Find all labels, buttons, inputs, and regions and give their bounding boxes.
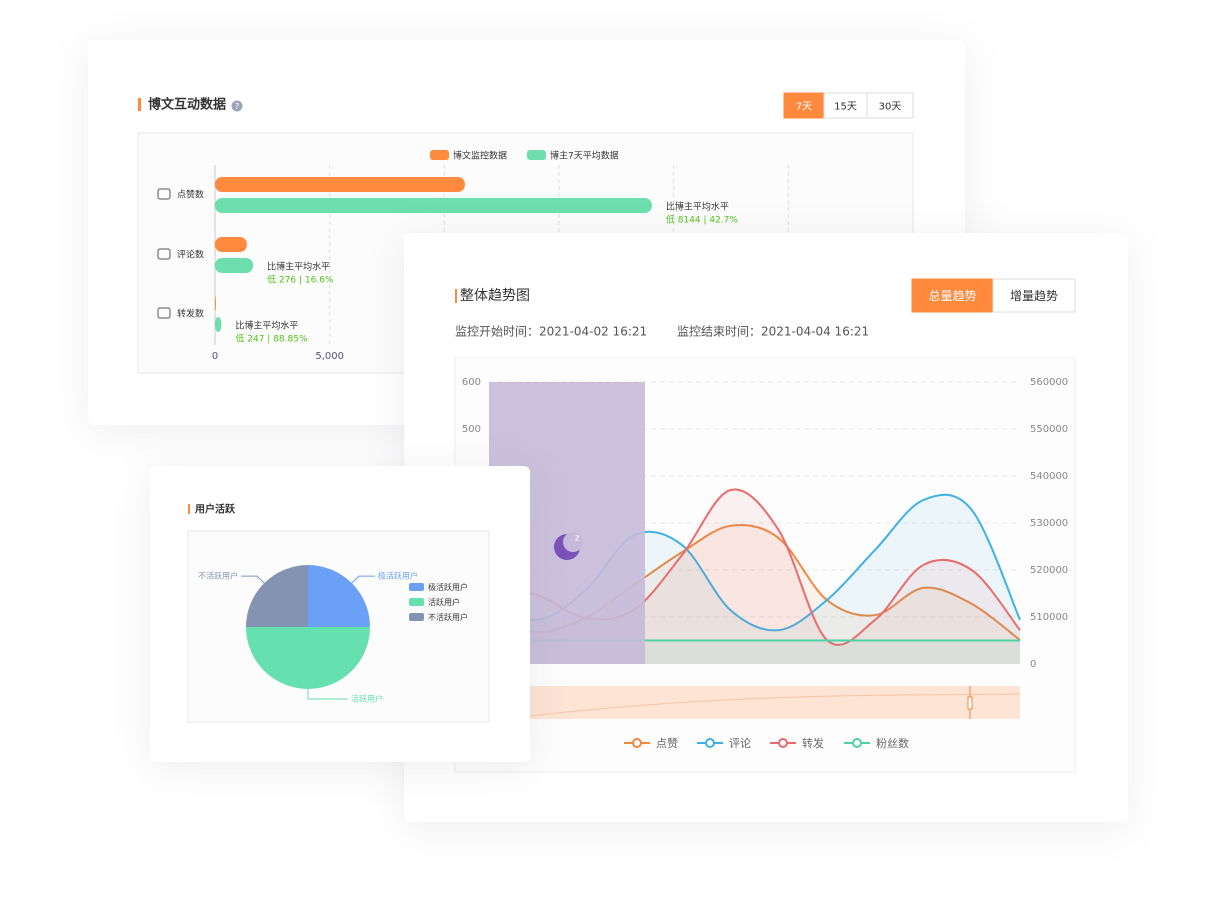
tab[interactable] — [866, 92, 914, 119]
tab[interactable] — [783, 92, 825, 119]
callout-line — [351, 575, 375, 584]
y-tick-label: 600 — [462, 377, 481, 388]
category-label: 评论数 — [177, 249, 204, 261]
annotation-label: 比博主平均水平 — [267, 261, 330, 273]
legend-label[interactable]: 转发 — [802, 736, 824, 750]
title-marker — [188, 504, 190, 514]
category-icon — [157, 188, 171, 200]
tab-label[interactable]: 增量趋势 — [1010, 289, 1058, 303]
tab-label[interactable]: 总量趋势 — [928, 289, 976, 303]
x-tick-label: 5,000 — [315, 351, 344, 362]
card-title: 整体趋势图 — [460, 288, 530, 304]
legend-label[interactable]: 点赞 — [656, 737, 678, 750]
callout-label: 不活跃用户 — [198, 571, 238, 581]
sleep-icon-z: z — [575, 534, 580, 544]
annotation-detail: 低 247 | 88.85% — [235, 333, 308, 345]
zoom-handle-grip[interactable] — [967, 696, 973, 710]
legend-label: 极活跃用户 — [428, 582, 468, 592]
help-icon-mark: ? — [235, 102, 239, 111]
bar — [215, 198, 652, 213]
legend-dot[interactable] — [852, 738, 862, 748]
start-time: 监控开始时间：2021-04-02 16:21 — [455, 325, 647, 339]
category-label: 点赞数 — [177, 189, 204, 201]
zoom-slider[interactable] — [530, 686, 1020, 719]
bar — [215, 317, 222, 332]
y2-tick-label: 560000 — [1030, 377, 1068, 388]
bar — [215, 177, 465, 192]
annotation-label: 比博主平均水平 — [666, 201, 729, 213]
sleep-icon-cut — [563, 532, 583, 552]
help-icon[interactable] — [231, 100, 243, 112]
bar — [215, 258, 254, 273]
trend-svg: 整体趋势图 监控开始时间：2021-04-02 16:21 监控结束时间：202… — [454, 278, 1076, 773]
legend-label: 博主7天平均数据 — [550, 150, 619, 162]
y2-tick-label: 540000 — [1030, 471, 1068, 482]
tab[interactable] — [992, 278, 1076, 313]
y2-tick-label: 510000 — [1030, 612, 1068, 623]
legend-swatch — [430, 150, 449, 160]
activity-card: 用户活跃 极活跃用户 极活跃用户 活跃用户 活跃用户 不活跃用户 不活跃用户 — [150, 466, 530, 762]
legend-label: 活跃用户 — [428, 597, 460, 607]
callout-label: 极活跃用户 — [378, 571, 418, 581]
legend-swatch — [409, 613, 424, 621]
tab-label[interactable]: 15天 — [834, 102, 857, 113]
category-label: 转发数 — [177, 308, 204, 320]
legend-dot[interactable] — [705, 738, 715, 748]
zoom-slider-trend — [529, 693, 1021, 717]
legend-swatch — [409, 583, 424, 591]
y2-floor-label: 0 — [1030, 659, 1036, 670]
y2-tick-label: 550000 — [1030, 424, 1068, 435]
legend-label[interactable]: 评论 — [729, 736, 751, 750]
legend-swatch — [527, 150, 546, 160]
legend-label: 博文监控数据 — [453, 150, 507, 162]
end-time: 监控结束时间：2021-04-04 16:21 — [677, 325, 869, 339]
y-tick-label: 500 — [462, 424, 481, 435]
card-title: 用户活跃 — [194, 503, 236, 516]
annotation-detail: 低 276 | 16.6% — [267, 274, 334, 286]
legend-swatch — [409, 598, 424, 606]
card-title: 博文互动数据 — [148, 97, 226, 113]
bar — [215, 296, 216, 311]
callout-line — [307, 689, 348, 700]
y2-tick-label: 530000 — [1030, 518, 1068, 529]
tab-label[interactable]: 30天 — [879, 102, 902, 113]
annotation-detail: 低 8144 | 42.7% — [666, 214, 739, 226]
callout-line — [241, 575, 265, 584]
bar — [215, 237, 247, 252]
category-icon — [157, 248, 171, 260]
category-icon — [157, 307, 171, 319]
legend-dot[interactable] — [632, 738, 642, 748]
legend-dot[interactable] — [778, 738, 788, 748]
pie-slice — [246, 565, 308, 627]
y2-tick-label: 520000 — [1030, 565, 1068, 576]
legend-label[interactable]: 粉丝数 — [876, 737, 909, 750]
legend-label: 不活跃用户 — [428, 612, 468, 622]
title-marker — [455, 289, 457, 303]
pie-slice — [246, 627, 370, 689]
callout-label: 活跃用户 — [351, 694, 383, 704]
x-tick-label: 0 — [212, 351, 218, 362]
tab-label[interactable]: 7天 — [796, 102, 812, 113]
title-marker — [138, 98, 141, 111]
annotation-label: 比博主平均水平 — [235, 320, 298, 332]
tab[interactable] — [823, 92, 868, 119]
pie-slice — [308, 565, 370, 627]
